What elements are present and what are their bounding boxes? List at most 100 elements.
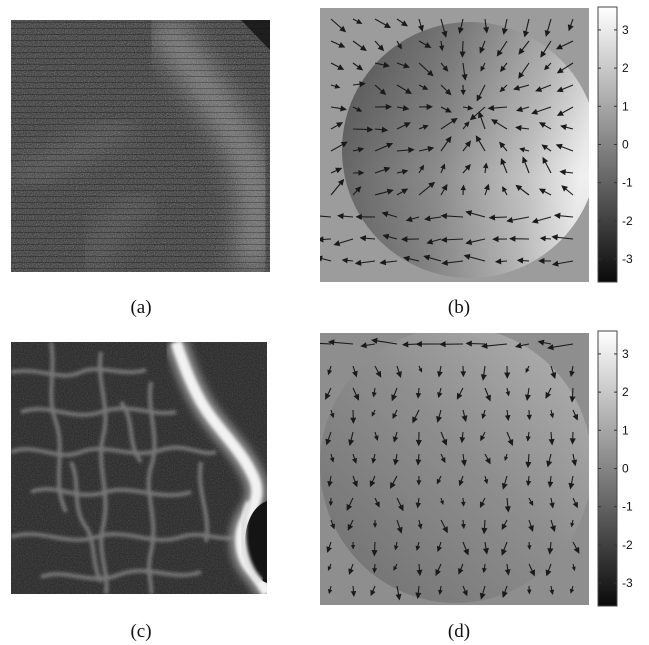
flow-arrowhead <box>401 169 409 175</box>
flow-arrowhead <box>548 438 555 446</box>
flow-arrowhead <box>569 438 576 445</box>
flow-arrowhead <box>556 110 564 116</box>
flow-arrowhead <box>346 503 353 511</box>
flow-arrowhead <box>567 24 574 32</box>
flow-arrowhead <box>501 28 508 35</box>
flow-arrowhead <box>339 25 347 33</box>
flow-arrowhead <box>440 212 448 220</box>
flow-arrowhead <box>487 104 495 112</box>
flow-arrowhead <box>325 438 332 446</box>
flow-arrowhead <box>553 212 561 219</box>
flow-arrowhead <box>504 372 511 379</box>
flow-arrowhead <box>350 417 357 424</box>
flow-arrowhead <box>440 163 446 170</box>
flow-arrowhead <box>418 367 423 373</box>
flow-arrowhead <box>357 146 365 153</box>
flow-arrowhead <box>460 184 466 191</box>
flow-arrowhead <box>547 481 554 488</box>
flow-arrowhead <box>488 214 496 221</box>
flow-arrowhead <box>337 178 345 186</box>
flow-arrowhead <box>370 589 376 597</box>
flow-arrowhead <box>525 436 531 442</box>
colorbar-top-ticks: 3 2 1 0 -1 -2 -3 <box>598 23 633 266</box>
flow-arrowhead <box>457 27 464 35</box>
flow-arrowhead <box>418 24 424 32</box>
flow-arrowhead <box>351 457 358 464</box>
flow-arrowhead <box>439 45 445 52</box>
flow-arrowhead <box>329 412 335 419</box>
flow-arrowhead <box>462 589 468 597</box>
flow-arrowhead <box>549 525 556 533</box>
flow-arrowhead <box>415 502 422 509</box>
flow-arrowhead <box>374 501 380 508</box>
panel-c-image <box>11 342 267 594</box>
flow-arrowhead <box>528 500 534 507</box>
flow-arrowhead <box>356 64 364 71</box>
flow-arrowhead <box>338 42 346 48</box>
flow-arrowhead <box>424 42 432 48</box>
flow-arrowhead <box>444 88 452 96</box>
flow-arrowhead <box>524 394 531 402</box>
flow-arrowhead <box>481 527 488 535</box>
flow-arrowhead <box>572 413 578 421</box>
flow-arrowhead <box>485 457 491 465</box>
flow-arrowhead <box>555 43 563 50</box>
flow-arrowhead <box>479 46 486 54</box>
flow-arrowhead <box>572 501 578 509</box>
flow-arrowhead <box>392 436 399 443</box>
flow-arrowhead <box>459 437 466 444</box>
flow-arrowhead <box>350 590 357 597</box>
flow-arrowhead <box>441 259 448 266</box>
flow-arrowhead <box>445 136 452 144</box>
flow-arrowhead <box>326 546 332 553</box>
flow-arrowhead <box>327 566 332 571</box>
flow-arrowhead <box>423 254 431 261</box>
colorbar-top-svg: 3 2 1 0 -1 -2 -3 <box>597 6 633 283</box>
flow-arrowhead <box>395 593 402 601</box>
flow-arrowhead <box>335 167 343 174</box>
flow-arrowhead <box>542 156 549 164</box>
flow-arrowhead <box>371 457 377 464</box>
flow-arrowhead <box>401 236 408 243</box>
flow-arrowhead <box>333 240 341 247</box>
flow-arrowhead <box>458 479 464 487</box>
flow-arrowhead <box>460 501 466 507</box>
flow-arrowhead <box>382 233 390 240</box>
flow-arrowhead <box>351 545 356 550</box>
flow-arrowhead <box>383 22 391 29</box>
flow-arrowhead <box>415 392 422 399</box>
colorbar-tick-label: -2 <box>622 538 633 552</box>
flow-arrowhead <box>356 18 363 24</box>
flow-arrowhead <box>456 392 463 400</box>
flow-arrowhead <box>370 337 378 344</box>
flow-arrowhead <box>371 411 376 417</box>
panel-c-svg <box>11 342 267 594</box>
flow-arrowhead <box>525 368 530 374</box>
flow-arrowhead <box>480 65 486 72</box>
flow-arrowhead <box>320 255 323 262</box>
flow-arrowhead <box>415 545 421 552</box>
flow-arrowhead <box>460 459 467 467</box>
flow-arrowhead <box>393 458 399 466</box>
flow-arrowhead <box>477 111 484 119</box>
flow-arrowhead <box>348 568 354 575</box>
flow-arrowhead <box>571 566 576 572</box>
flow-arrowhead <box>327 339 335 346</box>
flow-arrowhead <box>571 459 578 467</box>
flow-arrowhead <box>514 342 522 349</box>
flow-arrowhead <box>545 391 552 399</box>
flow-arrowhead <box>438 589 443 596</box>
flow-arrowhead <box>367 126 374 133</box>
flow-arrowhead <box>348 439 355 447</box>
flow-arrowhead <box>401 188 409 195</box>
flow-arrowhead <box>569 370 575 378</box>
flow-arrowhead <box>551 260 559 267</box>
colorbar-tick-label: 0 <box>622 462 629 476</box>
flow-arrowhead <box>442 526 448 534</box>
flow-arrowhead <box>467 105 474 111</box>
flow-arrowhead <box>385 103 393 110</box>
flow-arrowhead <box>450 117 458 124</box>
flow-arrowhead <box>440 457 446 464</box>
flow-arrowhead <box>353 393 360 401</box>
flow-arrowhead <box>549 502 555 509</box>
